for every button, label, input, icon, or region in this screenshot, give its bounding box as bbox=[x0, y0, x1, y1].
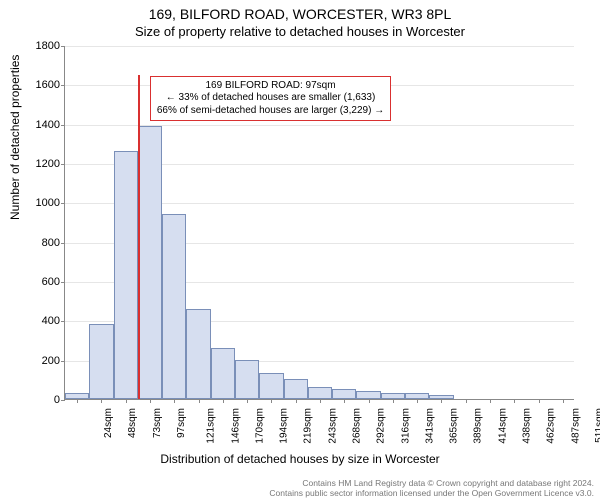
xtick-label: 219sqm bbox=[303, 408, 314, 444]
ytick-label: 1800 bbox=[10, 40, 60, 52]
ytick-label: 200 bbox=[10, 355, 60, 367]
xtick-label: 170sqm bbox=[254, 408, 265, 444]
ytick-label: 800 bbox=[10, 237, 60, 249]
xtick-mark bbox=[466, 399, 467, 403]
footer-line-2: Contains public sector information licen… bbox=[269, 488, 594, 498]
chart-title-main: 169, BILFORD ROAD, WORCESTER, WR3 8PL bbox=[0, 0, 600, 22]
ytick-label: 0 bbox=[10, 394, 60, 406]
histogram-bar bbox=[235, 360, 259, 399]
xtick-mark bbox=[296, 399, 297, 403]
ytick-mark bbox=[61, 203, 65, 204]
xtick-mark bbox=[563, 399, 564, 403]
ytick-label: 400 bbox=[10, 315, 60, 327]
xtick-mark bbox=[223, 399, 224, 403]
xtick-mark bbox=[77, 399, 78, 403]
histogram-bar bbox=[114, 151, 138, 399]
xtick-label: 24sqm bbox=[103, 408, 114, 438]
ytick-mark bbox=[61, 46, 65, 47]
xtick-label: 462sqm bbox=[546, 408, 557, 444]
ytick-mark bbox=[61, 400, 65, 401]
annotation-box: 169 BILFORD ROAD: 97sqm← 33% of detached… bbox=[150, 76, 391, 122]
property-marker-line bbox=[138, 75, 140, 400]
xtick-mark bbox=[320, 399, 321, 403]
footer-attribution: Contains HM Land Registry data © Crown c… bbox=[269, 478, 594, 498]
footer-line-1: Contains HM Land Registry data © Crown c… bbox=[269, 478, 594, 488]
histogram-bar bbox=[308, 387, 332, 399]
annotation-line-2: ← 33% of detached houses are smaller (1,… bbox=[157, 92, 384, 105]
ytick-label: 1200 bbox=[10, 158, 60, 170]
xtick-label: 243sqm bbox=[327, 408, 338, 444]
histogram-bar bbox=[211, 348, 235, 399]
ytick-mark bbox=[61, 125, 65, 126]
ytick-mark bbox=[61, 243, 65, 244]
xtick-label: 73sqm bbox=[152, 408, 163, 438]
xtick-mark bbox=[441, 399, 442, 403]
histogram-bar bbox=[89, 324, 113, 399]
xtick-label: 48sqm bbox=[127, 408, 138, 438]
xtick-label: 341sqm bbox=[424, 408, 435, 444]
ytick-mark bbox=[61, 282, 65, 283]
xtick-label: 292sqm bbox=[376, 408, 387, 444]
xtick-mark bbox=[150, 399, 151, 403]
ytick-label: 600 bbox=[10, 276, 60, 288]
xtick-mark bbox=[539, 399, 540, 403]
xtick-label: 487sqm bbox=[570, 408, 581, 444]
xtick-label: 316sqm bbox=[400, 408, 411, 444]
xtick-label: 414sqm bbox=[497, 408, 508, 444]
ytick-mark bbox=[61, 164, 65, 165]
histogram-bar bbox=[138, 126, 162, 399]
xtick-label: 365sqm bbox=[449, 408, 460, 444]
ytick-label: 1600 bbox=[10, 79, 60, 91]
xtick-mark bbox=[126, 399, 127, 403]
histogram-bar bbox=[259, 373, 283, 399]
chart-title-sub: Size of property relative to detached ho… bbox=[0, 22, 600, 43]
xtick-mark bbox=[393, 399, 394, 403]
annotation-line-1: 169 BILFORD ROAD: 97sqm bbox=[157, 80, 384, 93]
xtick-mark bbox=[101, 399, 102, 403]
xtick-label: 511sqm bbox=[594, 408, 600, 443]
xtick-mark bbox=[490, 399, 491, 403]
xtick-label: 194sqm bbox=[279, 408, 290, 444]
xtick-mark bbox=[247, 399, 248, 403]
xtick-label: 389sqm bbox=[473, 408, 484, 444]
xtick-label: 121sqm bbox=[206, 408, 217, 444]
xtick-mark bbox=[417, 399, 418, 403]
histogram-bar bbox=[186, 309, 210, 399]
ytick-label: 1000 bbox=[10, 197, 60, 209]
ytick-mark bbox=[61, 85, 65, 86]
ytick-mark bbox=[61, 321, 65, 322]
xtick-mark bbox=[369, 399, 370, 403]
histogram-bar bbox=[332, 389, 356, 399]
chart-plot-area: 169 BILFORD ROAD: 97sqm← 33% of detached… bbox=[64, 46, 574, 400]
ytick-label: 1400 bbox=[10, 119, 60, 131]
xtick-label: 97sqm bbox=[176, 408, 187, 438]
xtick-label: 438sqm bbox=[522, 408, 533, 444]
histogram-bar bbox=[284, 379, 308, 399]
xtick-label: 146sqm bbox=[230, 408, 241, 444]
xtick-mark bbox=[174, 399, 175, 403]
gridline bbox=[65, 46, 574, 47]
ytick-mark bbox=[61, 361, 65, 362]
xtick-mark bbox=[514, 399, 515, 403]
xtick-mark bbox=[344, 399, 345, 403]
x-axis-label: Distribution of detached houses by size … bbox=[0, 452, 600, 466]
xtick-mark bbox=[199, 399, 200, 403]
xtick-label: 268sqm bbox=[352, 408, 363, 444]
annotation-line-3: 66% of semi-detached houses are larger (… bbox=[157, 105, 384, 118]
histogram-bar bbox=[356, 391, 380, 399]
histogram-bar bbox=[162, 214, 186, 399]
xtick-mark bbox=[271, 399, 272, 403]
